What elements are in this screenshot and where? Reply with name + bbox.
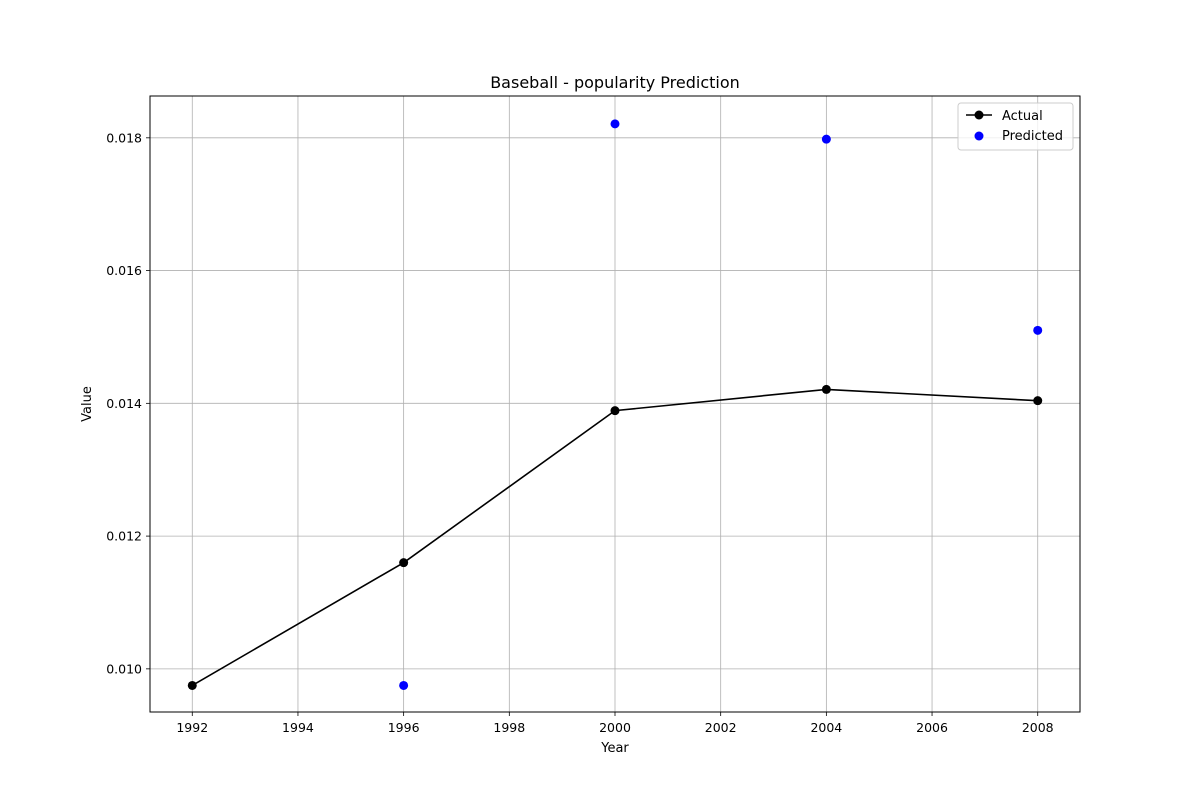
y-tick-label: 0.010	[106, 661, 142, 676]
legend: Actual Predicted	[957, 102, 1074, 151]
x-axis-label: Year	[600, 741, 629, 756]
y-tick-label: 0.012	[106, 529, 142, 544]
actual-point	[1033, 396, 1043, 406]
legend-predicted-label: Predicted	[1002, 129, 1063, 144]
legend-actual-label: Actual	[1002, 109, 1043, 124]
y-tick-label: 0.018	[106, 130, 142, 145]
actual-point	[399, 558, 409, 568]
y-axis-ticks: 0.010 0.012 0.014 0.016 0.018	[106, 130, 150, 676]
legend-predicted-marker	[974, 131, 984, 141]
x-tick-label: 1994	[282, 720, 314, 735]
legend-actual-marker	[974, 110, 984, 120]
series-layer	[187, 119, 1043, 690]
predicted-point	[610, 119, 620, 129]
grid	[150, 96, 1080, 712]
x-tick-label: 1996	[388, 720, 420, 735]
actual-point	[610, 406, 620, 416]
actual-point	[821, 384, 831, 394]
chart-title: Baseball - popularity Prediction	[490, 73, 740, 92]
predicted-point	[821, 134, 831, 144]
x-axis-ticks: 1992 1994 1996 1998 2000 2002 2004 2006 2008	[176, 712, 1054, 735]
predicted-point	[1033, 325, 1043, 335]
x-tick-label: 2004	[810, 720, 842, 735]
y-axis-label: Value	[80, 386, 95, 422]
actual-point	[187, 680, 197, 690]
x-tick-label: 1998	[493, 720, 525, 735]
y-tick-label: 0.016	[106, 263, 142, 278]
y-tick-label: 0.014	[106, 396, 142, 411]
x-tick-label: 2006	[916, 720, 948, 735]
predicted-point	[399, 680, 409, 690]
x-tick-label: 2002	[705, 720, 737, 735]
x-tick-label: 2008	[1022, 720, 1054, 735]
x-tick-label: 2000	[599, 720, 631, 735]
x-tick-label: 1992	[176, 720, 208, 735]
